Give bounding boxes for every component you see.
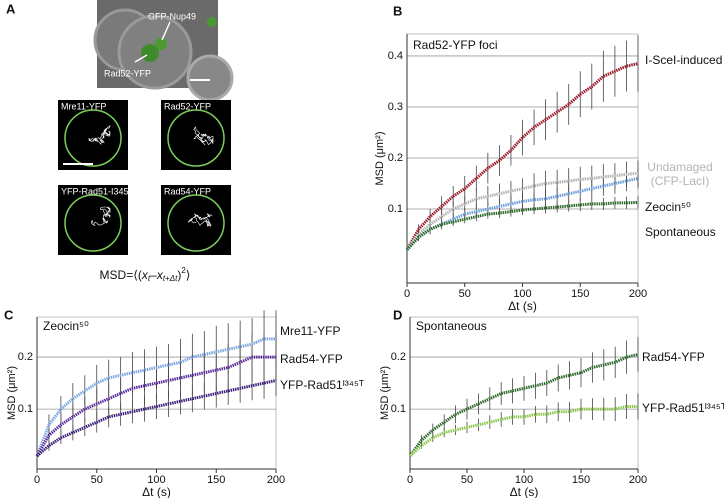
nucleus (155, 38, 167, 50)
formula-part: t (148, 274, 151, 283)
x-tick-label: 200 (629, 288, 647, 300)
formula-part: x (141, 268, 149, 282)
series-label: YFP-Rad51ᴵ³⁴⁵ᵀ (642, 401, 724, 415)
x-tick-label: 0 (407, 474, 413, 486)
formula-part: x (156, 268, 164, 282)
track (187, 213, 213, 228)
y-tick-label: 0.2 (388, 152, 403, 164)
x-tick-label: 200 (629, 474, 647, 486)
series-line (408, 353, 639, 457)
x-tick-label: 150 (571, 288, 589, 300)
x-tick-label: 50 (459, 288, 471, 300)
panel-letter: A (6, 1, 16, 16)
nucleus (141, 44, 159, 62)
x-tick-label: 50 (91, 474, 103, 486)
nucleus-outline (64, 194, 122, 252)
y-axis-label: MSD (μm²) (6, 366, 18, 420)
arrow (134, 54, 148, 63)
x-tick-label: 100 (147, 474, 165, 486)
x-tick-label: 150 (207, 474, 225, 486)
arrow (161, 21, 171, 41)
track-label: Rad52-YFP (164, 101, 211, 111)
track (90, 206, 111, 227)
chart-title: Spontaneous (416, 319, 487, 333)
series-line (408, 405, 638, 458)
series-label: I-SceI-induced (645, 53, 723, 67)
y-tick-label: 0.2 (18, 351, 33, 363)
series-label: Rad54-YFP (280, 352, 343, 366)
track-label: Rad54-YFP (164, 186, 211, 196)
y-tick-label: 0.3 (388, 101, 403, 113)
series-label: Mre11-YFP (280, 324, 341, 338)
formula-part: – (150, 268, 157, 282)
y-tick-label: 0.4 (388, 50, 403, 62)
formula-part: MSD=⟨( (100, 268, 142, 282)
x-tick-label: 100 (515, 474, 533, 486)
track-box (161, 100, 231, 170)
series-label: Undamaged (CFP-LacI) (647, 160, 713, 188)
x-tick-label: 50 (461, 474, 473, 486)
track (193, 126, 214, 146)
x-axis-label: Δt (s) (508, 299, 537, 313)
y-tick-label: 0.1 (18, 403, 33, 415)
micrograph-label: GFP-Nup49 (148, 11, 196, 21)
formula-part: t+Δt (163, 274, 178, 283)
series-line (35, 355, 276, 457)
x-axis-label: Δt (s) (510, 485, 539, 498)
series-label: Zeocin⁵⁰ (645, 200, 691, 214)
series-label: Spontaneous (645, 225, 716, 239)
formula-part: 2 (181, 266, 186, 275)
track-box (58, 100, 128, 170)
x-tick-label: 0 (404, 288, 410, 300)
series-label: YFP-Rad51ᴵ³⁴⁵ᵀ (280, 378, 365, 392)
micrograph-label: Rad52-YFP (104, 68, 151, 78)
y-axis-label: MSD (μm²) (379, 366, 391, 420)
series-line (36, 379, 277, 458)
panel-letter: B (393, 3, 402, 18)
x-tick-label: 150 (572, 474, 590, 486)
chart-title: Zeocin⁵⁰ (43, 319, 89, 333)
nucleus-outline (167, 109, 225, 167)
series-line (405, 171, 639, 251)
y-axis-label: MSD (μm²) (374, 132, 386, 186)
track-label: Mre11-YFP (61, 101, 106, 111)
series-line (405, 62, 639, 251)
y-tick-label: 0.1 (391, 403, 406, 415)
nucleus-outline (167, 194, 225, 252)
nucleus (207, 17, 217, 27)
formula-part: ⟩ (186, 268, 191, 282)
formula: MSD=⟨(xt–xt+Δt)2⟩ (100, 266, 191, 283)
chart-title: Rad52-YFP foci (413, 38, 498, 52)
y-tick-label: 0.2 (391, 351, 406, 363)
nucleus-outline (64, 109, 122, 167)
track-panels: Mre11-YFP Rad52-YFP YFP-Rad51-I345T Rad54-Y… (58, 100, 231, 255)
series-label: Rad54-YFP (642, 350, 705, 364)
panel-letter: C (4, 307, 14, 322)
track (88, 125, 111, 145)
formula-part: ) (177, 268, 181, 282)
panel-letter: D (393, 307, 402, 322)
track-box (58, 185, 128, 255)
x-tick-label: 0 (34, 474, 40, 486)
series-line (405, 200, 639, 251)
x-tick-label: 100 (513, 288, 531, 300)
cell (186, 54, 234, 102)
track-box (161, 185, 231, 255)
x-axis-label: Δt (s) (142, 485, 171, 498)
series-line (35, 337, 276, 457)
y-tick-label: 0.1 (388, 203, 403, 215)
x-tick-label: 200 (267, 474, 285, 486)
track-label: YFP-Rad51-I345T (61, 186, 135, 196)
